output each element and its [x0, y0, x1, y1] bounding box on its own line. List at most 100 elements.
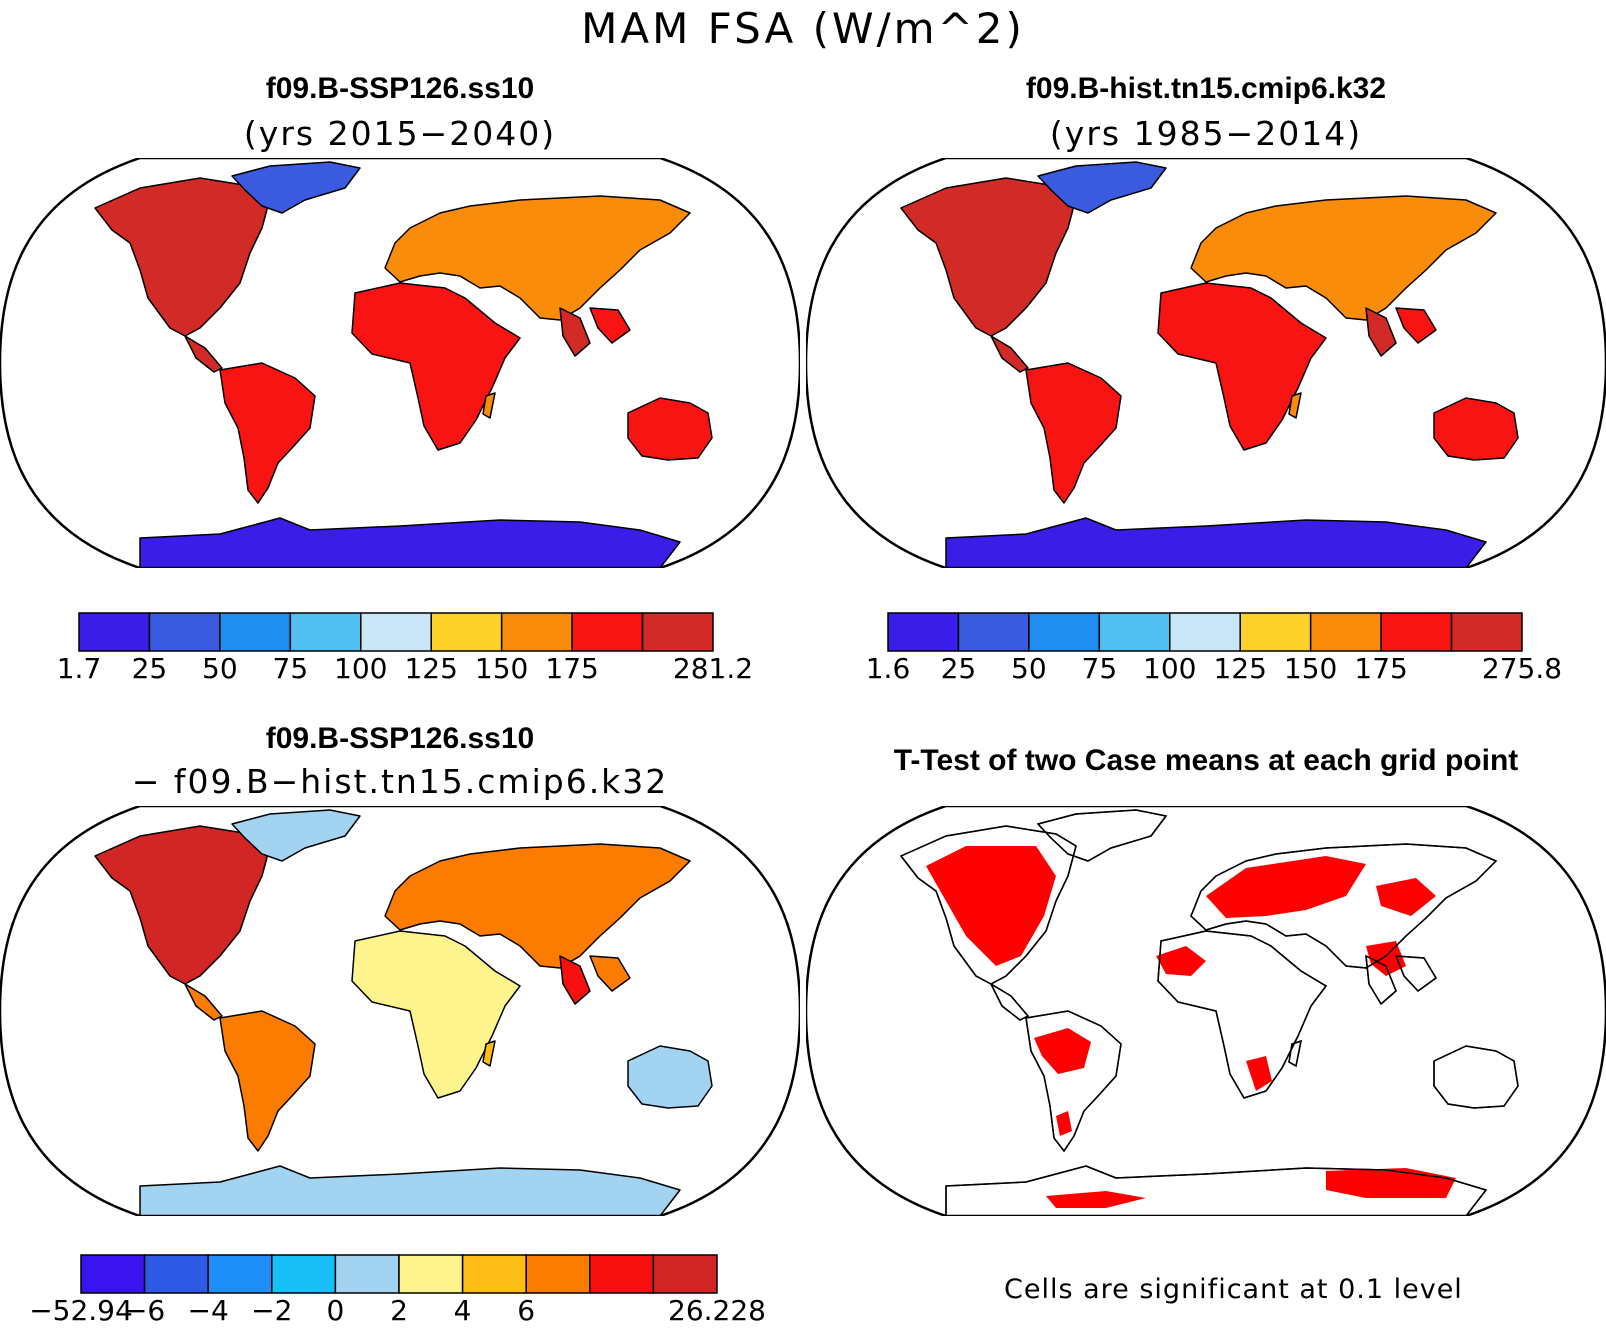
- landmass-india: [559, 955, 591, 1005]
- landmass-seasia: [589, 955, 631, 992]
- colorbar-box: [1028, 612, 1101, 652]
- landmass-namerica: [900, 177, 1077, 337]
- colorbar-tick-label: 125: [1213, 652, 1267, 685]
- colorbar-control-labels: 1.6 25 50 75 100 125 150 175 275.8: [866, 652, 1562, 686]
- landmass-antarctica: [139, 517, 681, 568]
- colorbar-tick-label: 75: [272, 652, 309, 685]
- landmass-samerica: [219, 362, 316, 504]
- significant-cells: [1326, 1168, 1456, 1198]
- colorbar-box: [78, 612, 151, 652]
- colorbar-control: [887, 612, 1523, 652]
- landmass-india: [559, 307, 591, 357]
- panel3-title: f09.B-SSP126.ss10: [265, 722, 535, 755]
- significant-cells: [1046, 1191, 1146, 1208]
- significance-note: Cells are significant at 0.1 level: [1004, 1274, 1463, 1305]
- map-control: [806, 158, 1606, 568]
- coastline-africa: [1157, 930, 1328, 1099]
- panel3-subtitle: − f09.B−hist.tn15.cmip6.k32: [131, 762, 669, 801]
- colorbar-case: [78, 612, 714, 652]
- colorbar-tick-label: 50: [202, 652, 238, 685]
- significant-cells: [1376, 878, 1436, 916]
- colorbar-box: [207, 1254, 273, 1294]
- landmass-europe: [384, 195, 691, 321]
- colorbar-box: [80, 1254, 146, 1294]
- colorbar-tick-label: 0: [326, 1294, 345, 1327]
- landmass-greenland: [231, 161, 361, 214]
- colorbar-tick-label: 100: [1143, 652, 1197, 685]
- colorbar-box: [271, 1254, 337, 1294]
- colorbar-box: [398, 1254, 464, 1294]
- colorbar-box: [652, 1254, 718, 1294]
- colorbar-difference: [80, 1254, 718, 1294]
- colorbar-tick-label: −2: [251, 1294, 293, 1327]
- significant-cells: [1246, 1056, 1272, 1091]
- coastline-camerica: [989, 982, 1030, 1021]
- colorbar-box: [143, 1254, 209, 1294]
- colorbar-difference-labels: −52.94 −6 −4 −2 0 2 4 6 26.228: [29, 1294, 766, 1328]
- colorbar-box: [219, 612, 292, 652]
- colorbar-box: [525, 1254, 591, 1294]
- landmass-antarctica: [945, 517, 1487, 568]
- panel4-title: T-Test of two Case means at each grid po…: [893, 744, 1519, 777]
- colorbar-tick-label: 25: [131, 652, 168, 685]
- landmass-seasia: [589, 307, 631, 344]
- colorbar-box: [289, 612, 362, 652]
- panel2-subtitle: (yrs 1985−2014): [1049, 114, 1363, 153]
- map-difference: [0, 806, 800, 1216]
- significant-cells: [1206, 856, 1366, 918]
- colorbar-tick-label: 275.8: [1481, 652, 1563, 685]
- landmass-australia: [627, 1045, 713, 1109]
- colorbar-box: [148, 612, 221, 652]
- landmass-samerica: [219, 1010, 316, 1152]
- map-border: [806, 806, 1606, 1216]
- colorbar-tick-label: 1.6: [865, 652, 911, 685]
- colorbar-tick-label: 6: [517, 1294, 536, 1327]
- colorbar-tick-label: 2: [390, 1294, 408, 1327]
- colorbar-box: [1380, 612, 1453, 652]
- colorbar-box: [1309, 612, 1382, 652]
- significant-cells: [926, 846, 1056, 966]
- significant-cells: [1034, 1028, 1091, 1074]
- colorbar-tick-label: 150: [474, 652, 529, 685]
- colorbar-tick-label: −4: [187, 1294, 229, 1327]
- coastline-madagascar: [1288, 1039, 1302, 1068]
- landmass-africa: [351, 930, 521, 1099]
- colorbar-tick-label: 25: [940, 652, 977, 685]
- colorbar-box: [360, 612, 432, 652]
- landmass-australia: [1433, 397, 1519, 461]
- significant-cells: [1366, 941, 1406, 976]
- colorbar-case-labels: 1.7 25 50 75 100 125 150 175 281.2: [57, 652, 753, 686]
- colorbar-box: [1239, 612, 1312, 652]
- landmass-namerica: [94, 825, 271, 985]
- coastline-greenland: [1036, 809, 1168, 862]
- landmass-africa: [351, 282, 521, 451]
- colorbar-tick-label: 150: [1283, 652, 1338, 685]
- map-border: [806, 158, 1606, 568]
- landmass-namerica: [94, 177, 271, 337]
- colorbar-tick-label: 75: [1081, 652, 1118, 685]
- figure-title: MAM FSA (W/m^2): [581, 4, 1025, 53]
- significant-cells: [1056, 1111, 1072, 1136]
- colorbar-tick-label: −52.94: [29, 1294, 133, 1327]
- panel2-title: f09.B-hist.tn15.cmip6.k32: [1025, 72, 1387, 105]
- colorbar-box: [1169, 612, 1241, 652]
- landmass-europe: [1190, 195, 1497, 321]
- colorbar-tick-label: 281.2: [672, 652, 754, 685]
- significant-cells: [1156, 946, 1206, 976]
- colorbar-tick-label: 175: [545, 652, 599, 685]
- landmass-madagascar: [482, 392, 496, 419]
- colorbar-box: [1450, 612, 1523, 652]
- coastline-namerica: [899, 825, 1077, 985]
- colorbar-tick-label: 100: [334, 652, 388, 685]
- colorbar-tick-label: 175: [1354, 652, 1408, 685]
- colorbar-box: [589, 1254, 655, 1294]
- colorbar-box: [334, 1254, 400, 1294]
- coastline-europe: [1190, 843, 1498, 969]
- landmass-india: [1365, 307, 1397, 357]
- colorbar-box: [571, 612, 644, 652]
- landmass-seasia: [1395, 307, 1437, 344]
- colorbar-box: [461, 1254, 527, 1294]
- colorbar-box: [430, 612, 503, 652]
- coastline-samerica: [1025, 1010, 1122, 1153]
- landmass-greenland: [1037, 161, 1167, 214]
